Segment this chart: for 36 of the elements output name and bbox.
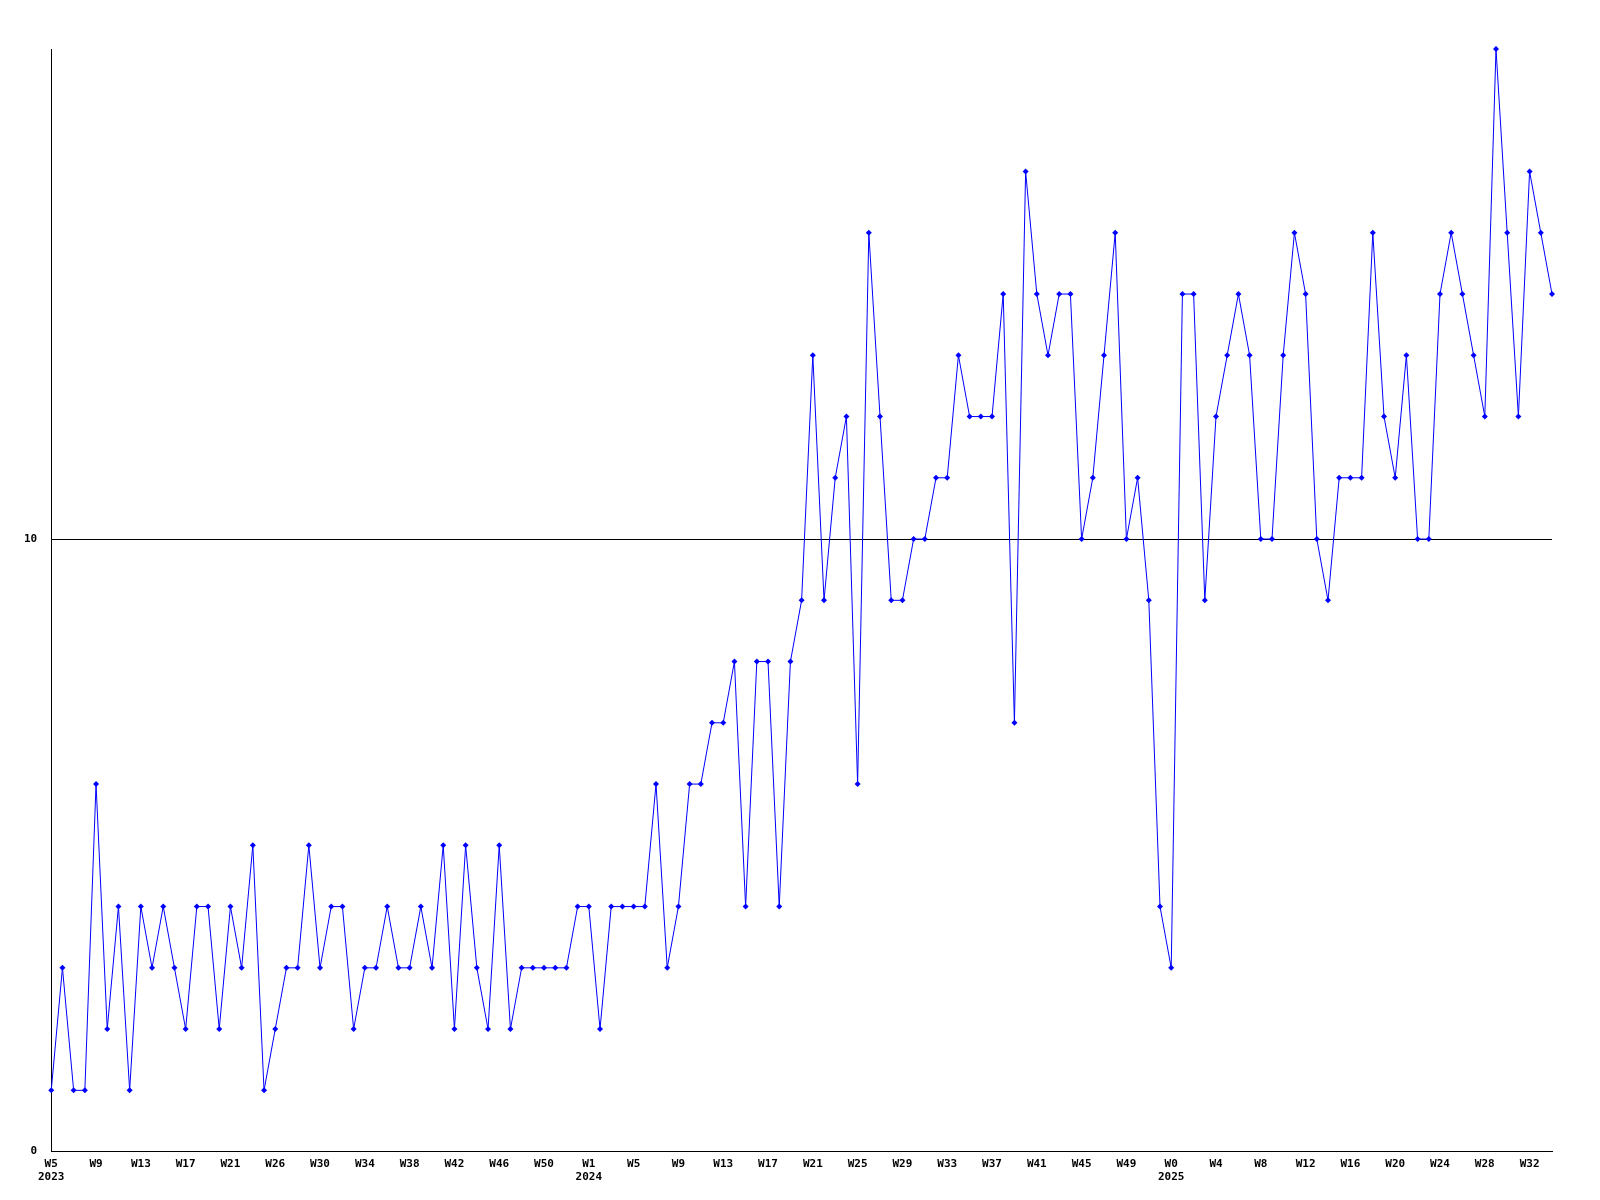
x-tick-label: W25 bbox=[847, 1157, 868, 1171]
x-tick-label: W38 bbox=[399, 1157, 420, 1171]
y-tick-label: 0 bbox=[30, 1144, 38, 1158]
x-tick-label: W34 bbox=[354, 1157, 376, 1171]
x-tick-label: W0 2025 bbox=[1157, 1157, 1185, 1184]
x-tick-label: W30 bbox=[310, 1157, 330, 1171]
x-tick-label: W42 bbox=[444, 1157, 465, 1171]
x-tick-label: W33 bbox=[937, 1157, 958, 1171]
x-tick-label: W32 bbox=[1519, 1157, 1540, 1171]
x-tick-label: W1 2024 bbox=[575, 1157, 603, 1184]
x-tick-label: W5 bbox=[627, 1157, 641, 1171]
x-tick-label: W26 bbox=[265, 1157, 286, 1171]
y-tick-label: 10 bbox=[24, 531, 38, 545]
x-tick-label: W9 bbox=[671, 1157, 686, 1171]
x-tick-label: W46 bbox=[489, 1157, 510, 1171]
x-tick-label: W24 bbox=[1430, 1157, 1451, 1171]
x-tick-label: W45 bbox=[1071, 1157, 1092, 1171]
x-tick-label: W49 bbox=[1116, 1157, 1137, 1171]
x-tick-label: W5 2023 bbox=[38, 1157, 65, 1184]
x-tick-label: W17 bbox=[175, 1157, 196, 1171]
x-tick-label: W13 bbox=[713, 1157, 734, 1171]
x-tick-label: W29 bbox=[892, 1157, 913, 1171]
x-tick-label: W21 bbox=[802, 1157, 824, 1171]
x-tick-label: W16 bbox=[1340, 1157, 1361, 1171]
x-tick-label: W28 bbox=[1474, 1157, 1495, 1171]
x-tick-label: W4 bbox=[1209, 1157, 1224, 1171]
x-tick-label: W17 bbox=[758, 1157, 778, 1171]
x-tick-label: W41 bbox=[1026, 1157, 1048, 1171]
x-tick-label: W9 bbox=[89, 1157, 103, 1171]
x-tick-label: W37 bbox=[982, 1157, 1002, 1171]
x-tick-label: W21 bbox=[220, 1157, 241, 1171]
x-tick-label: W8 bbox=[1254, 1157, 1268, 1171]
x-tick-label: W50 bbox=[534, 1157, 554, 1171]
x-tick-label: W13 bbox=[130, 1157, 151, 1171]
x-tick-label: W20 bbox=[1385, 1157, 1406, 1171]
x-tick-label: W12 bbox=[1295, 1157, 1316, 1171]
